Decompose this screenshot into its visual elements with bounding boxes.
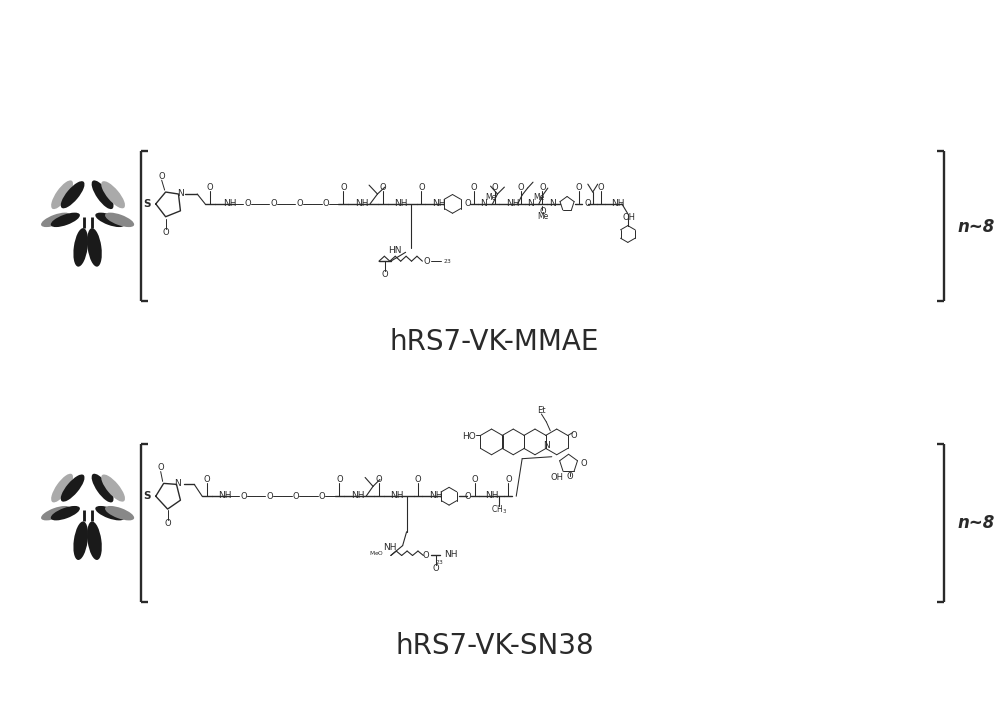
Text: O: O <box>323 200 329 209</box>
Text: NH: NH <box>383 543 397 552</box>
Text: Et: Et <box>537 405 546 415</box>
Ellipse shape <box>105 506 134 520</box>
Text: Me: Me <box>533 193 544 202</box>
Text: O: O <box>470 183 477 192</box>
Text: O: O <box>382 270 388 279</box>
Text: n~8: n~8 <box>958 514 995 532</box>
Text: NH: NH <box>506 199 519 208</box>
Text: HO: HO <box>462 432 476 442</box>
Text: S: S <box>143 491 151 501</box>
Text: O: O <box>415 476 421 484</box>
Text: O: O <box>204 476 210 484</box>
Text: NH: NH <box>429 491 442 501</box>
Text: $\mathregular{^{MeO}}$: $\mathregular{^{MeO}}$ <box>369 551 384 560</box>
Text: O: O <box>158 172 165 181</box>
Ellipse shape <box>105 212 134 227</box>
Text: O: O <box>539 207 546 216</box>
Text: O: O <box>584 200 591 209</box>
Text: NH: NH <box>485 491 499 501</box>
Text: O: O <box>471 476 478 484</box>
Text: NH: NH <box>355 199 368 208</box>
Text: NH: NH <box>351 491 364 501</box>
Ellipse shape <box>51 180 73 209</box>
Text: O: O <box>157 463 164 472</box>
Text: O: O <box>492 183 498 192</box>
Text: O: O <box>423 551 429 560</box>
Ellipse shape <box>61 474 85 502</box>
Text: OH: OH <box>551 473 564 481</box>
Ellipse shape <box>73 228 88 267</box>
Ellipse shape <box>95 506 124 520</box>
Text: HN: HN <box>388 246 402 255</box>
Text: O: O <box>270 200 277 209</box>
Text: O: O <box>598 183 604 192</box>
Ellipse shape <box>95 212 124 227</box>
Ellipse shape <box>101 181 125 208</box>
Text: S: S <box>143 199 151 209</box>
Text: O: O <box>244 200 251 209</box>
Text: hRS7-VK-SN38: hRS7-VK-SN38 <box>395 633 594 660</box>
Text: NH: NH <box>218 491 232 501</box>
Ellipse shape <box>92 474 114 503</box>
Text: Me: Me <box>537 212 548 222</box>
Text: NH: NH <box>432 199 445 208</box>
Ellipse shape <box>41 212 70 227</box>
Text: $\mathregular{CH_3}$: $\mathregular{CH_3}$ <box>491 504 508 516</box>
Text: O: O <box>418 183 425 192</box>
Ellipse shape <box>87 228 102 267</box>
Text: NH: NH <box>612 199 625 208</box>
Text: Me: Me <box>486 193 497 202</box>
Text: N: N <box>549 199 556 208</box>
Text: n~8: n~8 <box>958 217 995 236</box>
Text: N: N <box>175 479 181 488</box>
Text: N: N <box>543 441 550 450</box>
Ellipse shape <box>51 474 73 503</box>
Text: O: O <box>164 520 171 528</box>
Text: O: O <box>570 432 577 440</box>
Text: N: N <box>177 189 184 198</box>
Text: O: O <box>576 183 582 192</box>
Text: O: O <box>293 492 299 501</box>
Text: NH: NH <box>444 550 458 559</box>
Text: O: O <box>539 183 546 192</box>
Text: O: O <box>296 200 303 209</box>
Ellipse shape <box>51 212 80 227</box>
Text: O: O <box>465 200 471 209</box>
Text: $_{\mathregular{23}}$: $_{\mathregular{23}}$ <box>443 257 452 266</box>
Text: O: O <box>266 492 273 501</box>
Text: O: O <box>423 257 430 266</box>
Text: NH: NH <box>394 199 408 208</box>
Text: O: O <box>465 492 471 501</box>
Text: NH: NH <box>390 491 404 501</box>
Text: $\mathregular{_{23}}$: $\mathregular{_{23}}$ <box>435 558 444 567</box>
Text: O: O <box>336 476 343 484</box>
Text: O: O <box>162 228 169 237</box>
Text: O: O <box>505 476 512 484</box>
Text: O: O <box>376 476 382 484</box>
Ellipse shape <box>51 506 80 520</box>
Text: N: N <box>528 199 534 208</box>
Text: O: O <box>581 459 588 468</box>
Text: O: O <box>566 472 573 481</box>
Text: O: O <box>432 564 439 573</box>
Text: O: O <box>340 183 347 192</box>
Text: O: O <box>240 492 247 501</box>
Ellipse shape <box>92 180 114 209</box>
Text: O: O <box>207 183 213 192</box>
Ellipse shape <box>87 521 102 560</box>
Ellipse shape <box>101 474 125 502</box>
Text: NH: NH <box>223 199 236 208</box>
Ellipse shape <box>41 506 70 520</box>
Text: OH: OH <box>623 213 636 222</box>
Text: hRS7-VK-MMAE: hRS7-VK-MMAE <box>390 328 599 356</box>
Text: O: O <box>319 492 325 501</box>
Ellipse shape <box>73 521 88 560</box>
Text: O: O <box>380 183 386 192</box>
Text: N: N <box>480 199 487 208</box>
Text: O: O <box>517 183 524 192</box>
Ellipse shape <box>61 181 85 208</box>
